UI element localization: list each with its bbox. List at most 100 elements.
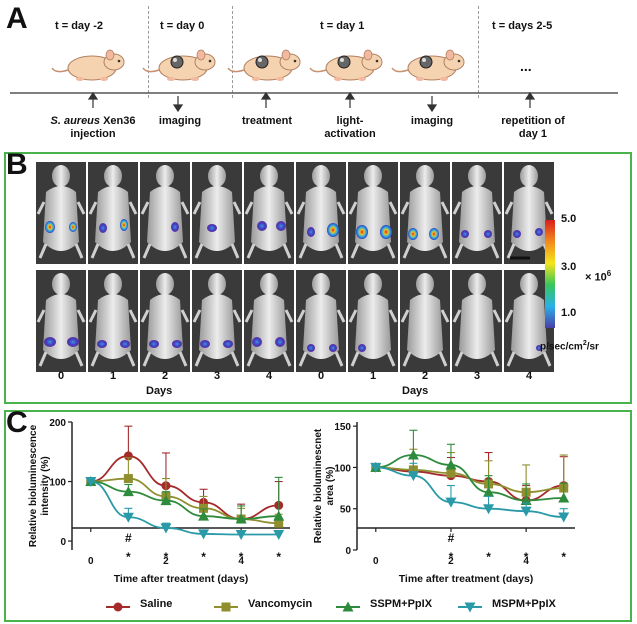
significance-marker: * [524,550,529,564]
y-axis-label-line2: area (%) [325,467,336,506]
y-axis-label-line1: Relative bioluminescence [28,424,39,547]
panel-c-letter: C [6,406,28,439]
day-label-right-3: 3 [473,370,481,382]
series-line-mspmppix [90,480,279,536]
data-point [558,512,570,523]
y-tick-label: 0 [345,546,351,557]
day-label-left-3: 3 [213,370,221,382]
panel-b-frame [4,152,632,404]
timeline-illustration [10,49,618,113]
data-point [558,492,570,503]
chart-intensity: 0 100 200 0 2 4 Time after treatment (days) Rel… [28,418,290,585]
y-tick-label: 100 [49,478,66,489]
legend-labels: Saline Vancomycin SSPM+PpIX MSPM+PpIX [0,598,637,618]
unit-suffix: /sr [586,341,599,353]
x-axis-label: Time after treatment (days) [399,573,534,585]
significance-marker: * [449,550,454,564]
x-tick-label: 2 [163,556,169,567]
series-line-vancomycin [90,477,279,525]
step-injection: S. aureus Xen36 injection [28,115,158,141]
y-tick-label: 50 [340,505,352,516]
left-group-top-row [34,160,296,266]
series-line-mspmppix [375,466,564,518]
scale-min-label: 1.0 [561,307,577,319]
step-imaging-1: imaging [158,115,202,127]
data-point [85,477,97,488]
y-tick-label: 100 [334,463,351,474]
x-axis-label: Time after treatment (days) [114,573,249,585]
significance-marker: # [448,531,455,545]
scale-mid-label: 3.0 [561,261,577,273]
step-light-line2: activation [324,128,376,140]
data-point [160,495,172,506]
significance-marker: * [561,550,566,564]
step-injection-rest: Xen36 [100,115,136,127]
data-point [198,510,210,521]
y-tick-label: 200 [49,418,66,429]
mouse-icon [143,50,215,81]
step-injection-italic: S. aureus [50,115,101,127]
data-point [122,512,134,523]
chart-area: 0 50 100 150 0 2 4 Time after treatment (days) R… [313,422,575,585]
significance-marker: * [201,550,206,564]
legend-label-sspm: SSPM+PpIX [370,598,433,610]
mouse-icon [228,50,300,81]
data-point [445,459,457,470]
x-tick-label: 4 [523,556,529,567]
series-line-sspmppix [90,480,279,520]
data-point [160,523,172,534]
significance-marker: * [486,550,491,564]
legend-label-vancomycin: Vancomycin [248,598,313,610]
timeline-separator [232,6,233,98]
time-label-days2-5: t = days 2-5 [492,20,553,32]
series-line-saline [375,466,564,502]
y-axis-label-line1: Relative bioluminescnet [313,428,324,543]
day-label-left-0: 0 [57,370,65,382]
data-point [273,510,285,521]
timeline-separator [148,6,149,98]
data-point [520,506,532,517]
x-tick-label: 2 [448,556,454,567]
mouse-icon [392,50,464,81]
legend-label-mspm: MSPM+PpIX [492,598,556,610]
legend [106,601,482,613]
x-tick-label: 4 [238,556,244,567]
data-point [199,503,209,513]
data-point [273,530,285,541]
legend-marker [221,602,231,612]
significance-marker: # [125,531,132,545]
y-tick-label: 0 [60,537,66,548]
step-light-line1: light- [336,115,364,127]
data-point [122,486,134,497]
y-axis-label-line2: intensity (%) [40,456,51,515]
data-point [274,518,284,528]
right-group-top-row [294,160,556,266]
scale-multiplier-label: × 106 [585,269,611,284]
step-injection-line2: injection [70,128,116,140]
data-point [407,449,419,460]
panel-c-frame [4,410,632,622]
mouse-image-grid [34,160,556,374]
days-axis-label-right: Days [402,385,429,397]
scale-exponent: 6 [606,269,612,278]
data-point [483,504,495,515]
data-point [407,471,419,482]
mouse-icon [310,50,382,81]
step-treatment: treatment [241,115,293,127]
data-point [235,513,247,524]
day-label-left-1: 1 [109,370,117,382]
data-point [483,486,495,497]
step-repetition: repetition of day 1 [488,115,578,141]
scale-max-label: 5.0 [561,213,577,225]
timeline-separator [478,6,479,98]
mouse-icon [51,49,125,82]
day-label-left-4: 4 [265,370,273,382]
scale-unit-label: p/sec/cm2/sr [540,340,599,352]
significance-marker: * [126,550,131,564]
color-scale-bar [545,220,555,328]
data-point [198,529,210,540]
day-label-right-4: 4 [525,370,533,382]
y-tick-label: 150 [334,422,351,433]
day-label-right-1: 1 [369,370,377,382]
scale-multiplier-text: × 10 [585,271,607,284]
